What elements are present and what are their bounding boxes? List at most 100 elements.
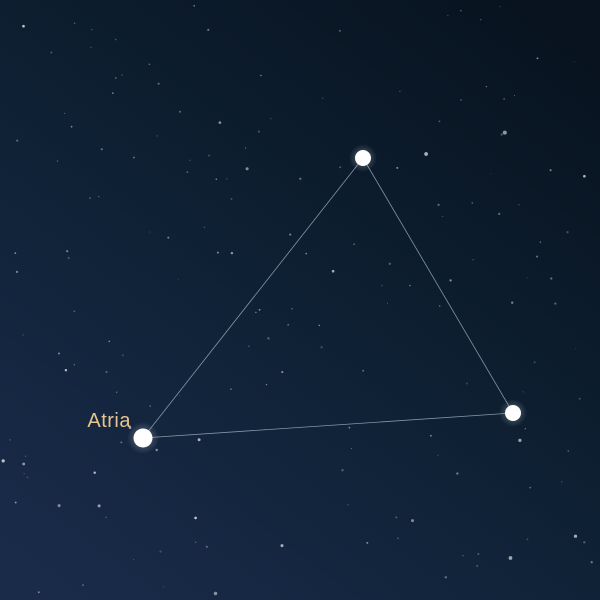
background-star <box>197 438 201 442</box>
background-star <box>424 152 428 156</box>
background-star <box>16 139 19 142</box>
star-atria[interactable] <box>133 428 153 448</box>
star-right[interactable] <box>505 405 521 421</box>
background-stars <box>1 5 593 596</box>
background-star <box>381 285 383 287</box>
background-star <box>518 204 520 206</box>
background-star <box>149 231 151 233</box>
background-star <box>1 459 5 463</box>
background-star <box>213 591 218 596</box>
background-star <box>348 426 351 429</box>
background-star <box>388 262 391 265</box>
background-star <box>90 46 92 48</box>
background-star <box>73 310 76 313</box>
background-star <box>167 236 170 239</box>
background-star <box>536 255 539 258</box>
background-star <box>500 133 503 136</box>
background-star <box>248 345 250 347</box>
background-star <box>100 148 103 151</box>
background-star <box>353 243 355 245</box>
background-star <box>583 541 586 544</box>
background-star <box>207 28 210 32</box>
background-star <box>502 130 507 135</box>
background-star <box>462 555 464 557</box>
background-star <box>305 252 308 255</box>
background-star <box>156 135 158 137</box>
background-star <box>111 92 114 94</box>
background-star <box>438 305 441 307</box>
background-star <box>320 346 323 349</box>
background-star <box>281 371 284 374</box>
background-star <box>179 395 181 397</box>
background-star <box>73 22 76 24</box>
background-star <box>159 550 162 553</box>
background-star <box>471 202 474 204</box>
background-star <box>22 24 25 28</box>
background-star <box>215 178 218 180</box>
background-star <box>22 334 24 336</box>
background-star <box>64 368 68 372</box>
background-star <box>318 324 321 327</box>
background-star <box>216 251 219 254</box>
background-star <box>518 438 522 443</box>
background-star <box>194 541 197 543</box>
background-star <box>67 256 70 260</box>
background-star <box>444 576 447 579</box>
background-star <box>270 117 272 120</box>
background-star <box>339 30 341 32</box>
background-star <box>57 352 61 355</box>
background-star <box>179 110 182 113</box>
background-star <box>257 130 260 133</box>
background-star <box>465 382 468 385</box>
background-star <box>573 60 575 63</box>
background-star <box>578 397 581 400</box>
background-star <box>207 154 211 157</box>
background-star <box>536 57 539 60</box>
background-star <box>114 38 117 41</box>
background-star <box>189 159 191 162</box>
background-star <box>526 538 529 541</box>
background-star <box>573 534 578 538</box>
background-star <box>98 195 100 198</box>
background-star <box>265 383 268 386</box>
background-star <box>89 197 91 200</box>
background-star <box>23 472 25 474</box>
background-star <box>105 516 107 518</box>
background-star <box>299 177 302 180</box>
line-right-atria <box>142 412 514 439</box>
background-star <box>73 364 75 366</box>
background-star <box>549 169 552 172</box>
background-star <box>229 388 232 391</box>
background-star <box>258 308 261 311</box>
background-star <box>230 197 233 200</box>
background-star <box>437 454 439 457</box>
star-top[interactable] <box>355 150 371 166</box>
background-star <box>526 277 528 279</box>
background-star <box>533 361 536 364</box>
background-star <box>186 171 189 174</box>
background-star <box>133 156 135 159</box>
background-star <box>22 462 26 466</box>
background-star <box>539 241 542 243</box>
background-star <box>14 252 17 254</box>
background-star <box>245 167 249 171</box>
background-star <box>485 85 488 88</box>
background-star <box>583 174 586 178</box>
background-star <box>230 251 234 255</box>
background-star <box>14 501 17 504</box>
constellation-lines <box>142 157 514 439</box>
background-star <box>194 516 197 520</box>
background-star <box>121 354 124 357</box>
background-star <box>341 469 344 472</box>
background-star <box>459 98 463 102</box>
background-star <box>121 74 124 77</box>
background-star <box>116 391 118 393</box>
background-star <box>70 125 73 128</box>
background-star <box>449 279 452 282</box>
background-star <box>157 82 160 85</box>
star-label-atria: Atria <box>87 410 131 432</box>
background-star <box>350 447 352 449</box>
background-star <box>554 302 557 305</box>
